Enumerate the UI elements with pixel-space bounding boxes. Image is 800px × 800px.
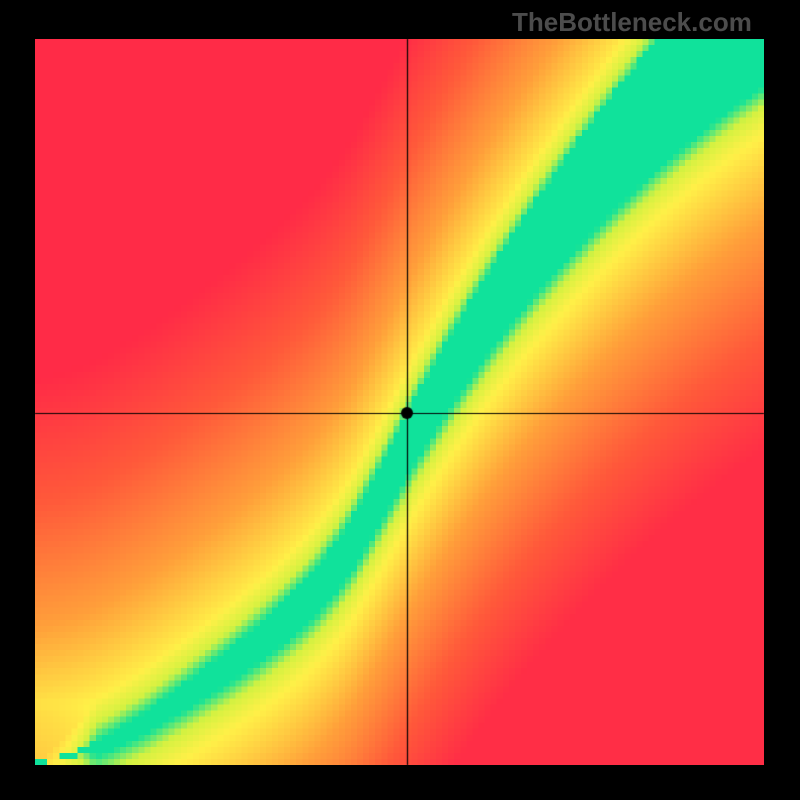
crosshair-overlay <box>0 0 800 800</box>
source-label: TheBottleneck.com <box>512 7 752 38</box>
chart-container: TheBottleneck.com <box>0 0 800 800</box>
